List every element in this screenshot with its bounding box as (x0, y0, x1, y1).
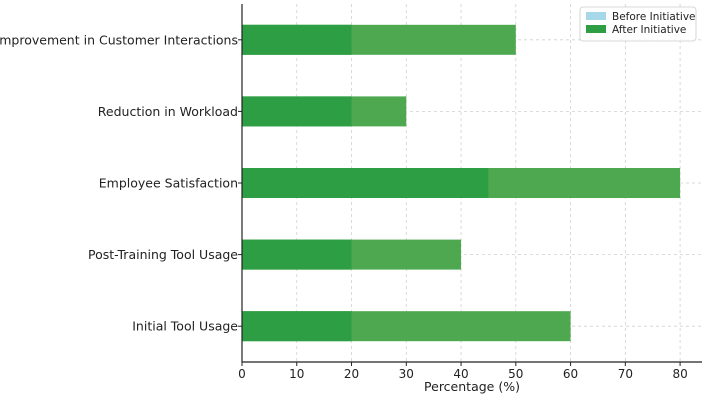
x-tick-label-40: 40 (453, 367, 468, 381)
bar-before-initiative-1 (242, 96, 352, 127)
category-label-2: Employee Satisfaction (99, 176, 238, 191)
x-axis-title: Percentage (%) (424, 379, 520, 394)
category-label-1: Reduction in Workload (98, 104, 238, 119)
x-tick-label-60: 60 (563, 367, 578, 381)
legend-swatch-1 (586, 25, 606, 33)
legend-label-0: Before Initiative (612, 11, 696, 23)
x-tick-label-50: 50 (508, 367, 523, 381)
legend-swatch-0 (586, 12, 606, 20)
category-label-3: Post-Training Tool Usage (88, 247, 238, 262)
bars (242, 24, 681, 342)
x-tick-label-20: 20 (344, 367, 359, 381)
bar-before-initiative-4 (242, 311, 352, 342)
x-tick-label-70: 70 (618, 367, 633, 381)
x-tick-label-10: 10 (289, 367, 304, 381)
category-labels: Improvement in Customer Interactions Redu… (0, 32, 242, 334)
x-tick-label-30: 30 (399, 367, 414, 381)
bar-before-initiative-2 (242, 168, 489, 198)
x-tick-label-0: 0 (238, 367, 246, 381)
category-label-4: Initial Tool Usage (132, 319, 238, 334)
x-tick-label-80: 80 (672, 367, 687, 381)
category-label-0: Improvement in Customer Interactions (0, 32, 238, 47)
legend-frame (579, 6, 697, 42)
legend-label-1: After Initiative (612, 24, 686, 36)
bar-before-initiative-3 (242, 239, 352, 270)
bar-before-initiative-0 (242, 24, 352, 55)
tick-labels: 0 10 20 30 40 50 60 70 80 (238, 362, 688, 381)
